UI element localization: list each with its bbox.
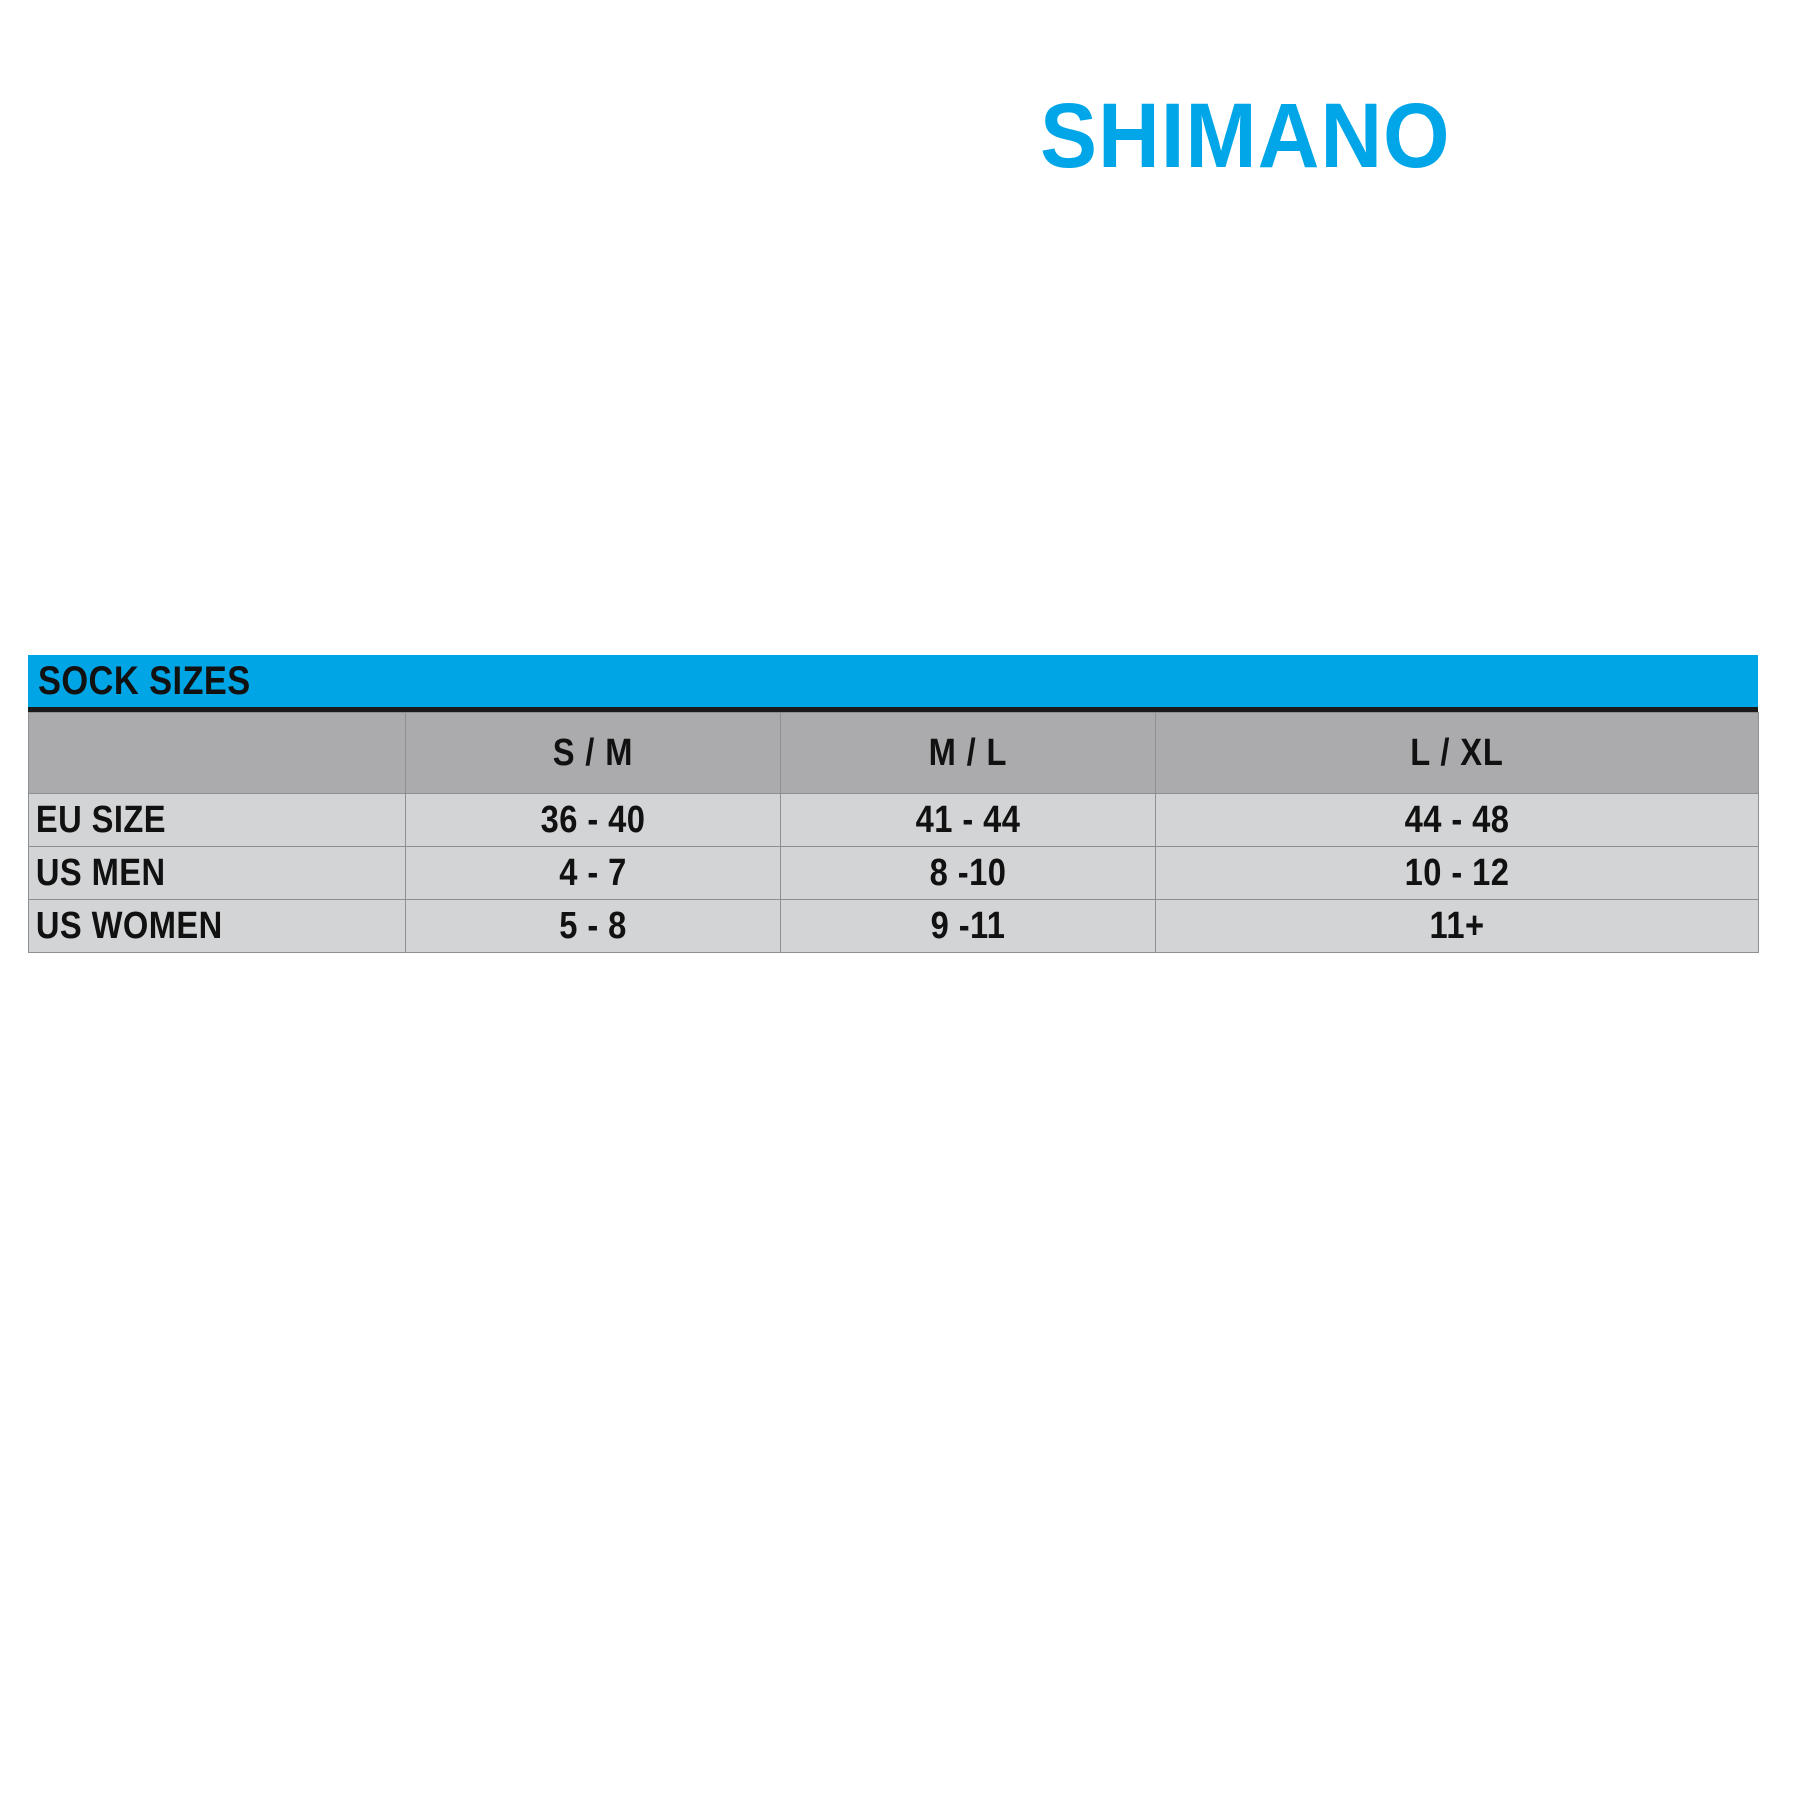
row-label-us-women: US WOMEN [28, 899, 406, 953]
header-label-ml: M / L [928, 731, 1008, 774]
cell-value-text: 36 - 40 [540, 798, 646, 841]
cell-us-men-sm: 4 - 7 [405, 846, 781, 900]
cell-value-text: 8 -10 [929, 851, 1007, 894]
header-cell-corner [28, 712, 406, 794]
row-label-us-men: US MEN [28, 846, 406, 900]
header-cell-ml: M / L [780, 712, 1156, 794]
cell-us-women-sm: 5 - 8 [405, 899, 781, 953]
cell-value-text: 10 - 12 [1404, 851, 1510, 894]
table-row: US MEN 4 - 7 8 -10 10 - 12 [28, 846, 1759, 900]
row-label-text: US MEN [35, 851, 166, 894]
cell-value-text: 11+ [1429, 904, 1485, 947]
header-cell-lxl: L / XL [1155, 712, 1759, 794]
cell-eu-size-lxl: 44 - 48 [1155, 793, 1759, 847]
header-cell-sm: S / M [405, 712, 781, 794]
cell-eu-size-ml: 41 - 44 [780, 793, 1156, 847]
row-label-text: EU SIZE [35, 798, 167, 841]
cell-us-men-lxl: 10 - 12 [1155, 846, 1759, 900]
cell-us-women-ml: 9 -11 [780, 899, 1156, 953]
cell-eu-size-sm: 36 - 40 [405, 793, 781, 847]
header-label-sm: S / M [552, 731, 634, 774]
table-row: EU SIZE 36 - 40 41 - 44 44 - 48 [28, 793, 1759, 847]
size-table: S / M M / L L / XL EU SIZE 36 - 40 4 [28, 712, 1759, 953]
row-label-text: US WOMEN [35, 904, 223, 947]
shimano-wordmark: SHIMANO [1040, 85, 1451, 187]
chart-title-band: SOCK SIZES [28, 655, 1758, 712]
chart-title: SOCK SIZES [38, 659, 251, 703]
shimano-logo: SHIMANO [1040, 88, 1536, 184]
table-row: US WOMEN 5 - 8 9 -11 11+ [28, 899, 1759, 953]
cell-us-women-lxl: 11+ [1155, 899, 1759, 953]
table-header-row: S / M M / L L / XL [28, 712, 1759, 794]
cell-value-text: 5 - 8 [559, 904, 627, 947]
sock-size-chart: SOCK SIZES S / M M / L L / XL [28, 655, 1759, 953]
cell-value-text: 41 - 44 [915, 798, 1021, 841]
cell-value-text: 44 - 48 [1404, 798, 1510, 841]
header-label-lxl: L / XL [1410, 731, 1504, 774]
cell-value-text: 9 -11 [930, 904, 1006, 947]
cell-value-text: 4 - 7 [559, 851, 627, 894]
cell-us-men-ml: 8 -10 [780, 846, 1156, 900]
row-label-eu-size: EU SIZE [28, 793, 406, 847]
